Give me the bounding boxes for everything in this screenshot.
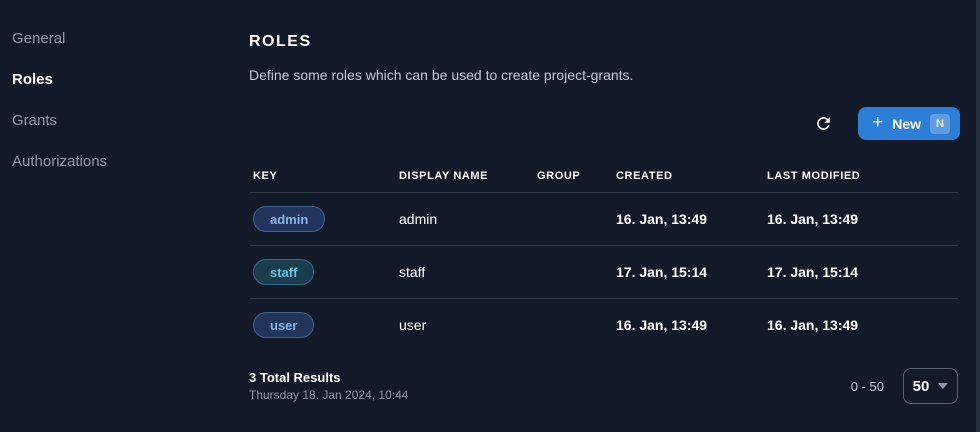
- refresh-button[interactable]: [810, 111, 836, 137]
- total-results-label: 3 Total Results: [249, 370, 341, 385]
- results-summary: 3 Total Results Thursday 18. Jan 2024, 1…: [249, 370, 408, 402]
- chevron-down-icon: [938, 383, 949, 389]
- page-range-label: 0 - 50: [850, 378, 884, 394]
- display-name-cell: staff: [399, 264, 426, 280]
- display-name-cell: user: [399, 317, 427, 333]
- role-key-chip: staff: [253, 259, 315, 285]
- column-header-group: GROUP: [537, 170, 581, 182]
- page-description: Define some roles which can be used to c…: [249, 67, 634, 83]
- roles-table: KEY DISPLAY NAME GROUP CREATED LAST MODI…: [250, 160, 958, 351]
- last-modified-cell: 16. Jan, 13:49: [767, 317, 859, 333]
- table-row[interactable]: admin admin 16. Jan, 13:49 16. Jan, 13:4…: [250, 193, 958, 246]
- table-toolbar: + New N: [249, 107, 960, 140]
- table-header-row: KEY DISPLAY NAME GROUP CREATED LAST MODI…: [250, 160, 958, 193]
- role-key-chip: admin: [253, 206, 326, 232]
- new-role-button[interactable]: + New N: [858, 107, 960, 140]
- paginator: 0 - 50 50: [851, 368, 958, 404]
- created-cell: 16. Jan, 13:49: [616, 317, 708, 333]
- settings-sidebar: General Roles Grants Authorizations: [12, 31, 107, 170]
- results-timestamp: Thursday 18. Jan 2024, 10:44: [249, 388, 409, 402]
- refresh-icon: [814, 114, 833, 133]
- sidebar-item-grants[interactable]: Grants: [12, 112, 58, 129]
- column-header-key: KEY: [253, 170, 278, 182]
- sidebar-item-general[interactable]: General: [12, 30, 66, 47]
- column-header-last-modified: LAST MODIFIED: [767, 170, 861, 182]
- page-title: ROLES: [249, 33, 312, 50]
- last-modified-cell: 17. Jan, 15:14: [767, 264, 859, 280]
- last-modified-cell: 16. Jan, 13:49: [767, 211, 859, 227]
- new-button-label: New: [892, 115, 921, 132]
- table-row[interactable]: user user 16. Jan, 13:49 16. Jan, 13:49: [250, 299, 958, 351]
- created-cell: 16. Jan, 13:49: [616, 211, 708, 227]
- page-size-value: 50: [912, 377, 930, 395]
- role-key-chip: user: [253, 312, 315, 338]
- sidebar-item-roles[interactable]: Roles: [12, 71, 53, 88]
- created-cell: 17. Jan, 15:14: [616, 264, 708, 280]
- column-header-display-name: DISPLAY NAME: [399, 170, 489, 182]
- display-name-cell: admin: [399, 211, 438, 227]
- scrollbar[interactable]: [976, 0, 980, 432]
- plus-icon: +: [872, 112, 884, 133]
- keyboard-shortcut-badge: N: [930, 113, 950, 134]
- sidebar-item-authorizations[interactable]: Authorizations: [12, 153, 108, 170]
- column-header-created: CREATED: [616, 170, 673, 182]
- table-row[interactable]: staff staff 17. Jan, 15:14 17. Jan, 15:1…: [250, 246, 958, 299]
- table-footer: 3 Total Results Thursday 18. Jan 2024, 1…: [249, 368, 958, 404]
- page-size-dropdown[interactable]: 50: [903, 368, 958, 404]
